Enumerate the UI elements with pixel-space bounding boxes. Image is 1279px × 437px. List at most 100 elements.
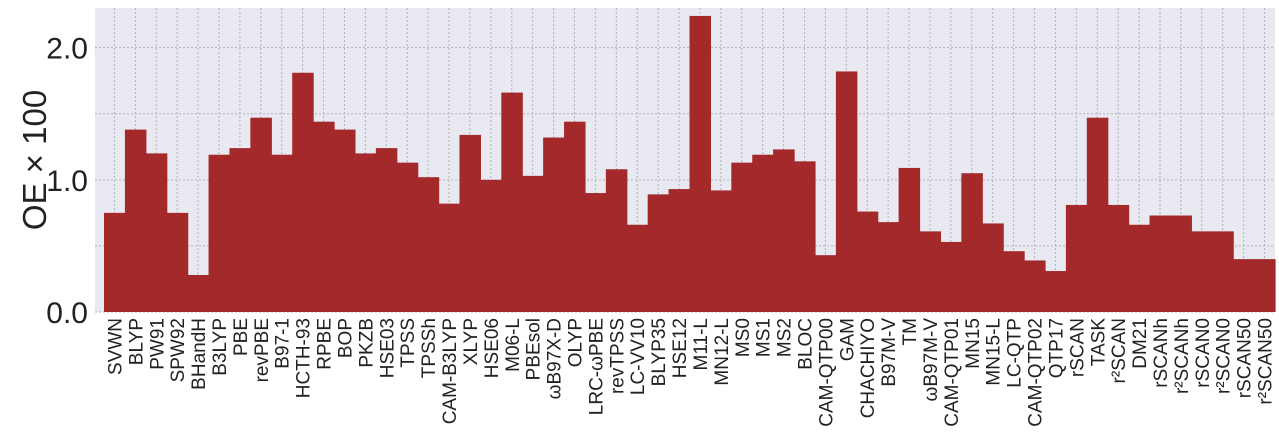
x-tick-label: HCTH-93 [294,318,315,398]
x-tick-label: CAM-QTP02 [1026,318,1047,427]
bar-34 [814,255,837,312]
x-tick-label: MS1 [754,318,775,357]
x-tick-label: BLYP35 [649,318,670,386]
x-axis: SVWN BLYP PW91 SPW92 BHandH B3LYP PBE revPBE B97… [105,318,1276,427]
x-tick-label: SVWN [105,318,126,375]
bar-41 [961,173,983,312]
bar-30 [731,162,753,312]
x-tick-label: rSCAN [1067,318,1088,377]
bar-6 [229,148,251,312]
bar-45 [1044,271,1067,312]
x-tick-label: QTP17 [1046,318,1067,378]
bar-43 [1003,251,1025,312]
bar-49 [1128,224,1151,312]
x-tick-label: CHACHIYO [858,318,879,418]
x-tick-label: rSCAN50 [1235,318,1256,398]
x-tick-label: r²SCAN50 [1256,318,1277,405]
x-tick-label: rSCAN0 [1193,318,1214,388]
bar-39 [919,231,942,312]
x-tick-label: PBE [231,318,252,356]
bar-7 [250,117,272,312]
x-tick-label: ωB97X-D [545,318,566,399]
y-tick-label: 1.0 [46,165,88,198]
x-tick-label: SPW92 [168,318,189,382]
bar-23 [584,193,607,312]
x-tick-label: revPBE [252,318,273,382]
bar-55 [1254,259,1276,312]
bar-24 [605,169,628,312]
x-tick-label: LC-QTP [1005,318,1026,388]
x-tick-label: BOP [335,318,356,358]
bar-31 [752,154,774,312]
bar-26 [647,194,670,312]
x-tick-label: RPBE [315,318,336,370]
x-tick-label: CAM-QTP00 [816,318,837,427]
x-tick-label: B3LYP [210,318,231,376]
bar-38 [898,167,921,312]
x-tick-label: B97M-V [879,318,900,387]
bar-19 [501,92,523,312]
bar-32 [773,149,795,312]
bar-28 [689,15,712,313]
bar-3 [166,212,189,312]
bar-46 [1065,204,1088,312]
bar-20 [522,175,544,312]
x-tick-label: CAM-B3LYP [440,318,461,424]
bar-2 [145,153,168,312]
x-tick-label: M06-L [503,318,524,372]
bar-29 [710,190,732,312]
bar-14 [396,162,419,312]
x-tick-label: M11-L [691,318,712,370]
x-tick-label: BLOC [796,318,817,370]
x-tick-label: rSCANh [1151,318,1172,388]
x-tick-label: LC-VV10 [628,318,649,395]
y-tick-label: 0.0 [46,297,88,330]
bar-44 [1024,260,1046,312]
bar-9 [292,72,314,312]
bar-21 [543,137,565,312]
x-tick-label: PKZB [356,318,377,368]
bar-10 [313,121,335,313]
x-tick-label: XLYP [461,318,482,365]
x-tick-label: TASK [1088,318,1109,367]
x-tick-label: r²SCANh [1172,318,1193,394]
x-tick-label: HSE03 [377,318,398,378]
bar-53 [1212,231,1234,312]
x-tick-label: PW91 [147,318,168,370]
x-tick-label: MS2 [775,318,796,357]
x-tick-label: MS0 [733,318,754,357]
bar-1 [124,129,147,312]
bar-50 [1149,215,1172,312]
x-tick-label: B97-1 [273,318,294,369]
bar-47 [1086,117,1109,312]
bar-40 [940,241,962,312]
bar-5 [208,154,231,312]
x-tick-label: ωB97M-V [921,318,942,402]
y-axis-label: OE × 100 [16,90,53,230]
x-tick-label: revTPSS [607,318,628,394]
x-tick-label: MN15 [963,318,984,369]
x-tick-label: r²SCAN0 [1214,318,1235,394]
x-tick-label: TM [900,318,921,345]
bar-51 [1170,215,1192,312]
x-tick-label: BHandH [189,318,210,390]
x-tick-label: CAM-QTP01 [942,318,963,427]
x-tick-label: MN15-L [984,318,1005,386]
bar-22 [564,121,586,313]
bar-11 [334,129,356,312]
x-tick-label: GAM [837,318,858,361]
x-tick-label: HSE06 [482,318,503,378]
bar-54 [1233,259,1255,312]
x-tick-label: OLYP [565,318,586,367]
x-tick-label: HSE12 [670,318,691,378]
x-tick-label: BLYP [126,318,147,365]
bar-27 [668,189,691,312]
bar-17 [459,134,481,312]
bar-36 [856,211,879,312]
x-tick-label: r²SCAN [1109,318,1130,383]
x-tick-label: PBEsol [524,318,545,380]
x-tick-label: MN12-L [712,318,733,386]
bar-18 [480,179,502,312]
bar-35 [835,71,858,312]
bars [104,15,1276,313]
